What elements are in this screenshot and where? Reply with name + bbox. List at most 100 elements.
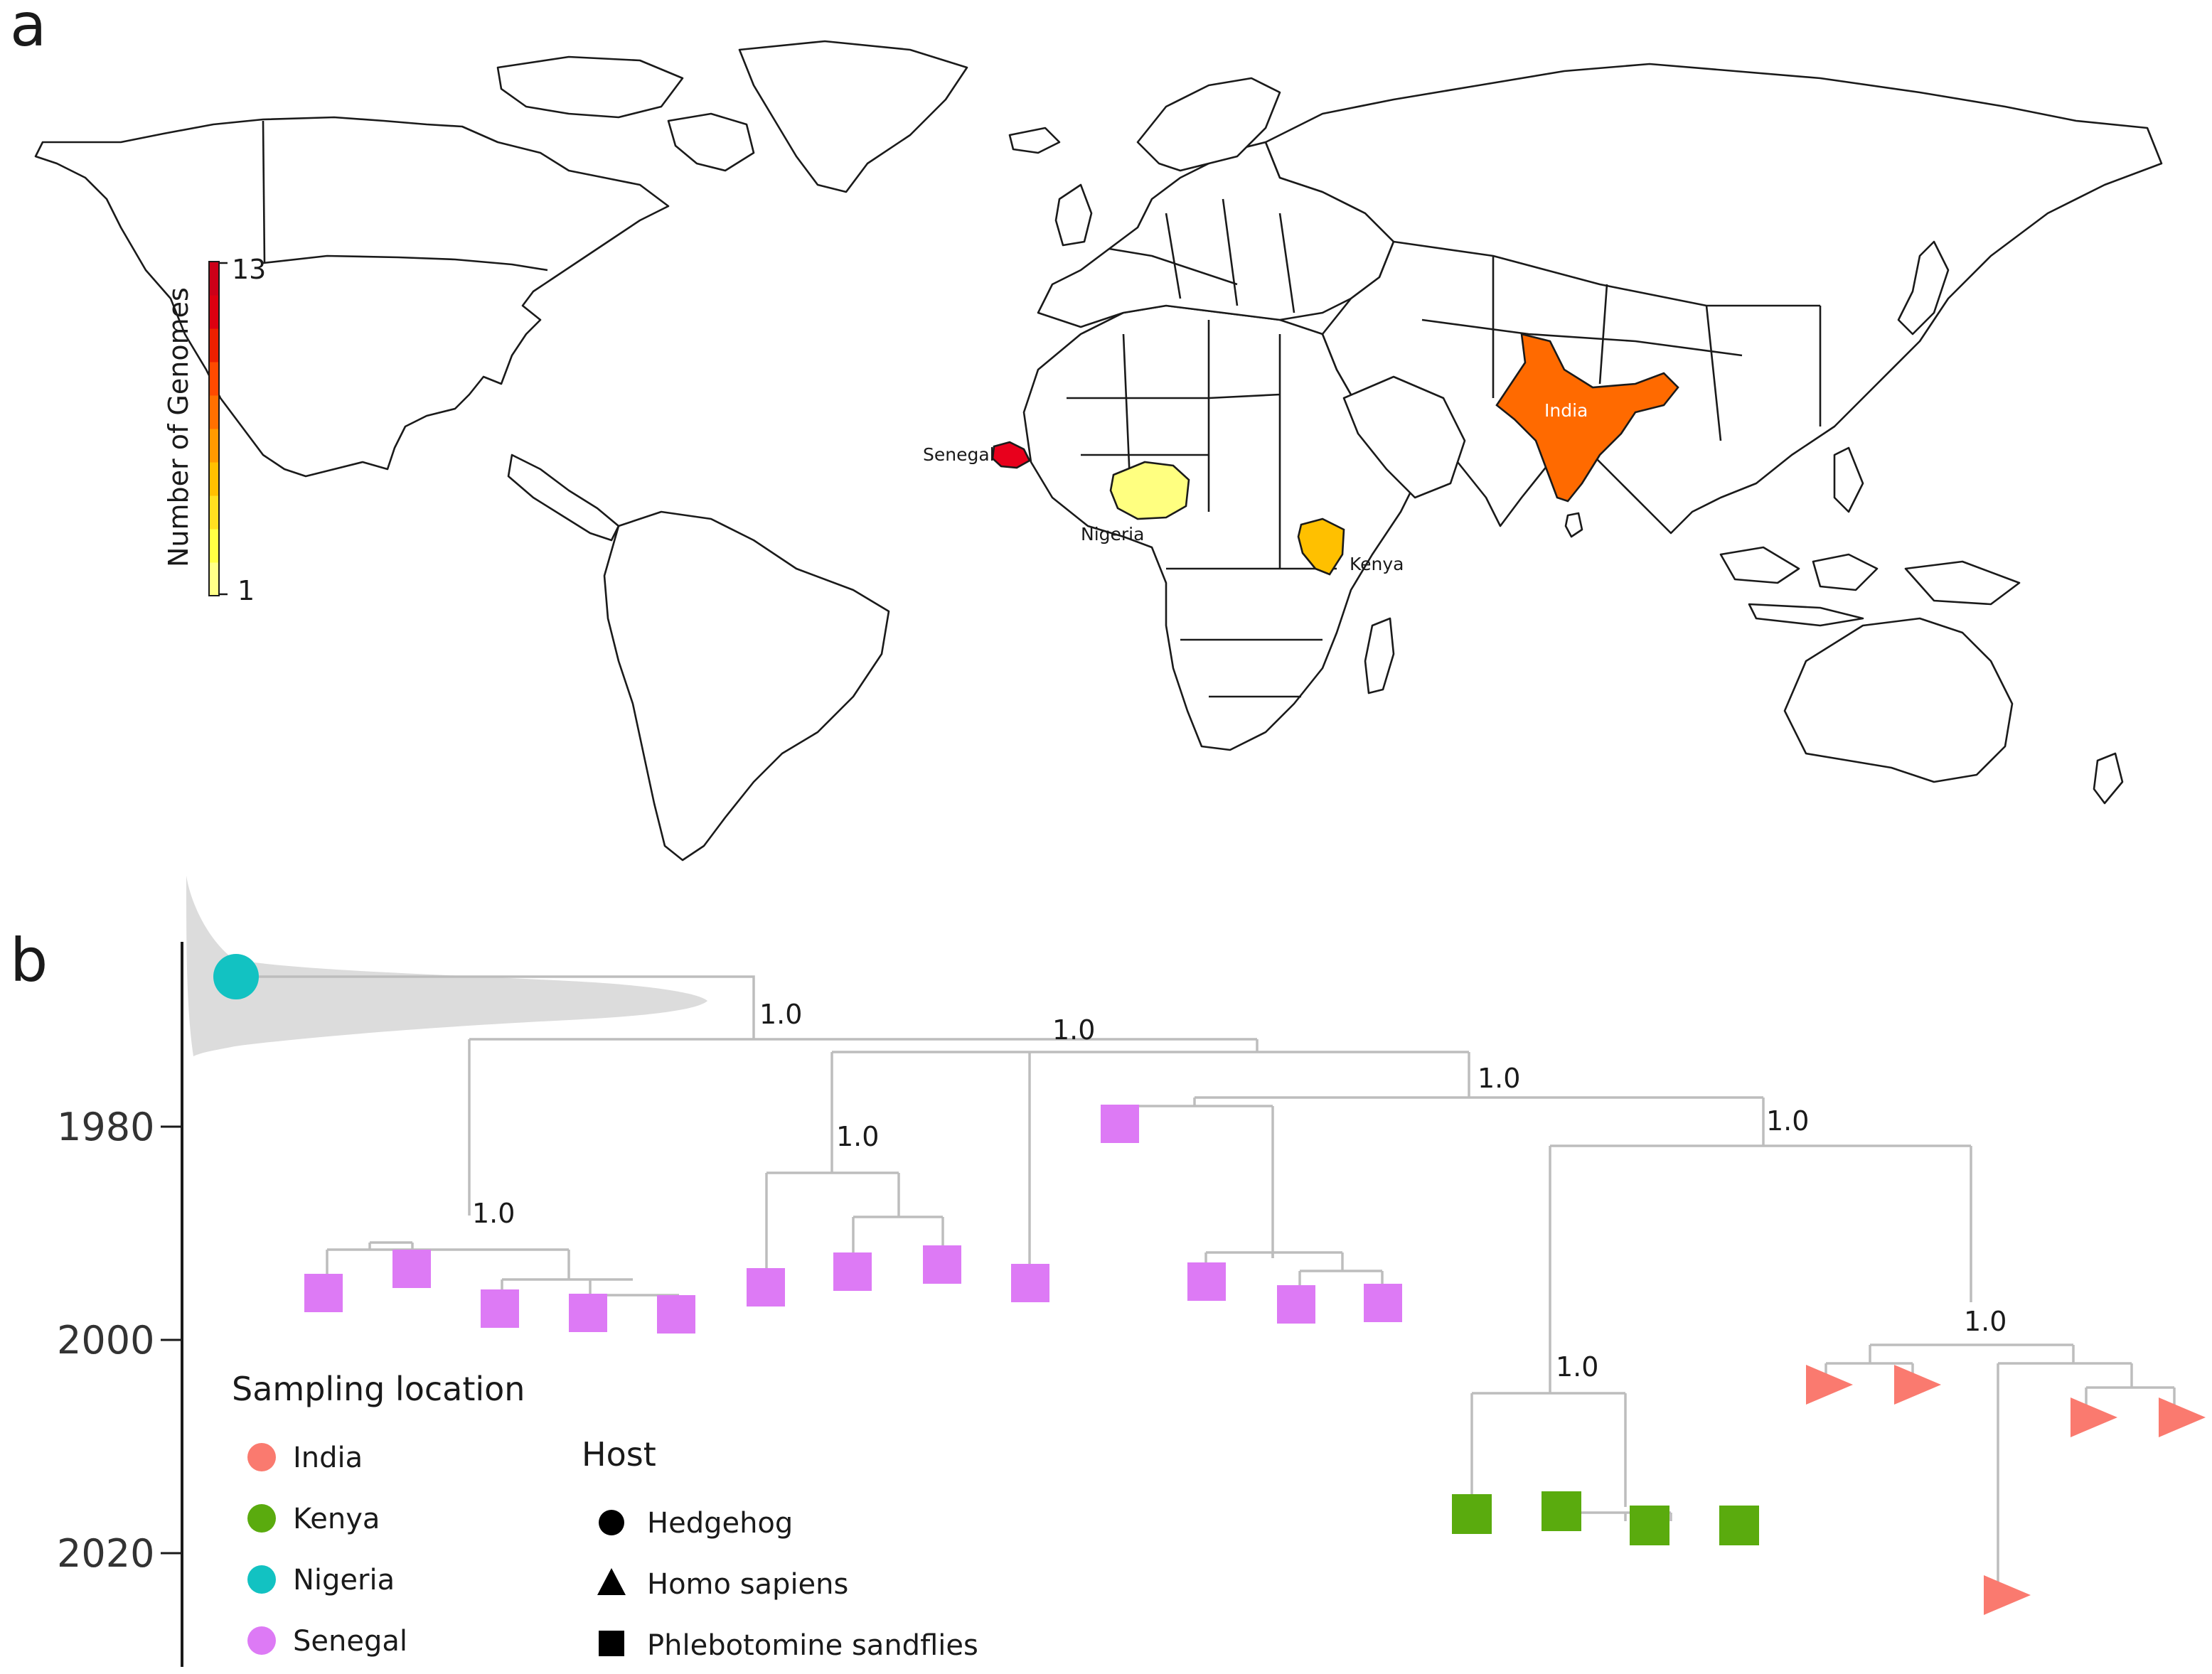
tip-senegal-sandfly (392, 1250, 431, 1288)
tree-branches (236, 975, 2176, 1589)
axis-label-1980: 1980 (57, 1105, 154, 1149)
legend-host-title: Host (582, 1435, 656, 1474)
tip-senegal-sandfly (923, 1245, 961, 1284)
asia-internal-borders (1393, 240, 1822, 441)
axis-label-2020: 2020 (57, 1531, 154, 1576)
india-label: India (1544, 400, 1588, 421)
kenya-label: Kenya (1350, 554, 1404, 574)
branch-n4 (1122, 1096, 1765, 1258)
phylogenetic-tree: 1980 2000 2020 1.0 1.0 1.0 1.0 1.0 1.0 1… (57, 876, 2206, 1667)
tip-senegal-sandfly (833, 1252, 872, 1291)
indonesia-2 (1812, 553, 1879, 591)
scale-frame (208, 261, 220, 596)
tip-senegal-sandfly (304, 1274, 343, 1312)
tip-senegal-sandfly (1277, 1285, 1315, 1324)
tip-kenya-sandfly (1542, 1491, 1581, 1531)
baffin-island (667, 112, 755, 172)
arabian-peninsula (1342, 375, 1466, 499)
panel-b-label: b (10, 925, 48, 995)
world-map: Senegal Nigeria Kenya India 13 1 Number … (34, 40, 2163, 862)
support-label-root: 1.0 (759, 999, 802, 1030)
legend-dot-senegal (247, 1626, 276, 1655)
scale-min-label: 1 (237, 575, 255, 606)
senegal-shape (991, 441, 1031, 469)
tip-senegal-sandfly (1101, 1105, 1139, 1143)
legend-label-senegal: Senegal (293, 1625, 407, 1658)
tip-kenya-sandfly (1719, 1506, 1759, 1545)
canada-usa-border (262, 254, 548, 272)
branch-n2 (468, 1038, 1259, 1216)
senegal-label: Senegal (923, 444, 995, 465)
europe-borders (1108, 198, 1295, 313)
genome-count-scale: 13 1 Number of Genomes (163, 254, 266, 606)
indonesia-1 (1719, 546, 1800, 584)
indonesia-3 (1748, 603, 1864, 627)
scale-color-bar (209, 262, 219, 596)
sri-lanka (1564, 512, 1583, 538)
tip-senegal-sandfly (657, 1295, 695, 1334)
india-shape (1495, 333, 1679, 503)
axis-label-2000: 2000 (57, 1318, 154, 1363)
legend-label-hedgehog: Hedgehog (647, 1507, 793, 1540)
tip-nigeria-hedgehog (213, 954, 259, 999)
tip-india-human (1806, 1365, 1853, 1405)
legend-label-india: India (293, 1442, 363, 1474)
legend-dot-kenya (247, 1504, 276, 1533)
branch-n5 (1549, 1144, 1972, 1393)
tip-senegal-sandfly (1187, 1262, 1226, 1301)
tip-senegal-sandfly (1364, 1284, 1402, 1322)
support-label-india: 1.0 (1964, 1306, 2007, 1337)
panel-a-label: a (10, 0, 46, 60)
tip-kenya-sandfly (1630, 1506, 1669, 1545)
scale-color-step (209, 395, 219, 429)
scale-color-step (209, 462, 219, 496)
tip-senegal-sandfly (747, 1268, 785, 1307)
branch-root (236, 975, 755, 1039)
arctic-islands (496, 55, 684, 119)
branch-india (1824, 1343, 2176, 1589)
tip-senegal-sandfly (1011, 1264, 1049, 1302)
legend-dot-nigeria (247, 1565, 276, 1594)
tree-tips (213, 954, 2206, 1615)
legend-square-icon (599, 1631, 624, 1656)
branch-n3 (830, 1051, 1470, 1269)
support-label-kenya: 1.0 (1556, 1351, 1598, 1383)
scale-color-step (209, 529, 219, 563)
scale-max-label: 13 (232, 254, 266, 285)
legend-label-nigeria: Nigeria (293, 1564, 395, 1597)
japan (1897, 240, 1950, 336)
greenland (738, 40, 968, 193)
tip-india-human (2159, 1397, 2206, 1437)
south-america (603, 510, 890, 862)
branch-senegal-b (765, 1171, 944, 1279)
legend-location-title: Sampling location (232, 1370, 525, 1408)
scale-title: Number of Genomes (163, 287, 194, 567)
legend-label-sandflies: Phlebotomine sandflies (647, 1629, 978, 1662)
scale-color-step (209, 495, 219, 530)
support-label-senegal-a: 1.0 (472, 1198, 515, 1229)
scale-color-step (209, 328, 219, 363)
nigeria-shape (1109, 461, 1190, 520)
iceland (1008, 127, 1061, 154)
uk (1054, 183, 1093, 247)
support-label-n4: 1.0 (1478, 1063, 1520, 1094)
kenya-shape (1297, 517, 1345, 576)
australia (1783, 617, 2014, 783)
madagascar (1364, 617, 1395, 694)
legend-circle-icon (599, 1510, 624, 1535)
new-zealand (2093, 752, 2124, 805)
tip-kenya-sandfly (1452, 1494, 1492, 1534)
africa-internal-borders (1067, 320, 1337, 698)
legend-label-homo-sapiens: Homo sapiens (647, 1568, 848, 1601)
legend-dot-india (247, 1443, 276, 1471)
north-america-outline (34, 116, 670, 478)
legend-triangle-icon (597, 1568, 626, 1595)
alaska-border (262, 120, 266, 264)
tip-senegal-sandfly (481, 1289, 519, 1328)
tip-india-human (2071, 1397, 2117, 1437)
scandinavia (1136, 77, 1281, 172)
central-america (507, 454, 620, 542)
scale-color-step (209, 295, 219, 329)
scale-color-step (209, 429, 219, 463)
